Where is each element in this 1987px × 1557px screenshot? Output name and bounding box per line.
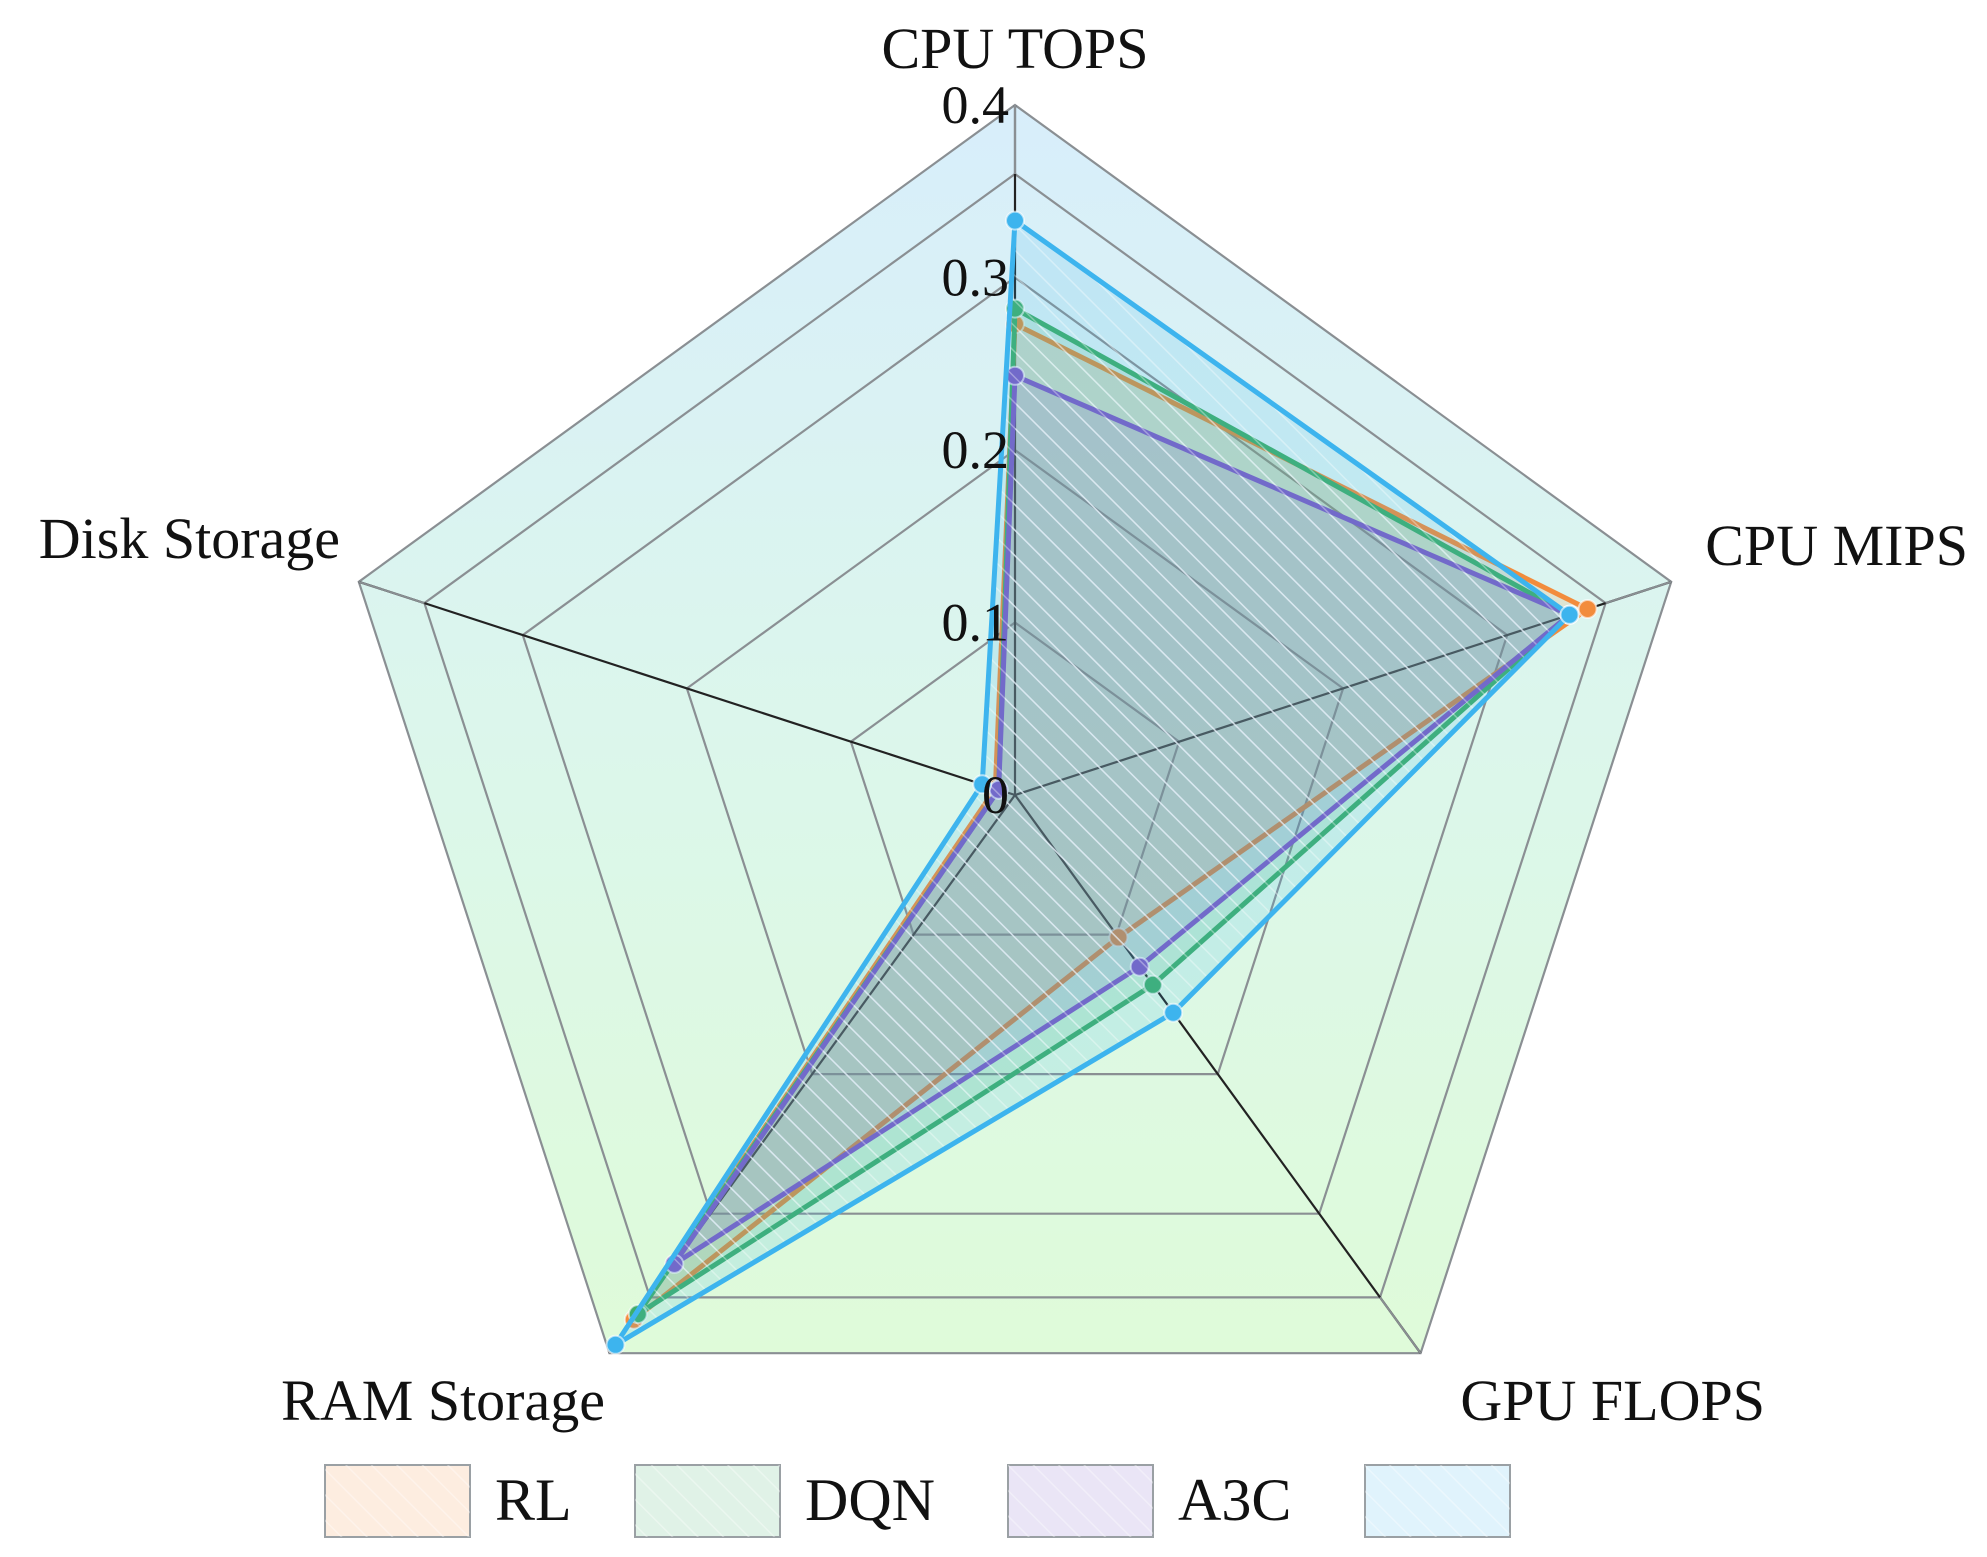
tick-label-4: 0.4 xyxy=(942,75,1010,135)
series-4-point-cpu-tops xyxy=(1005,210,1025,231)
axis-spoke-disk-storage xyxy=(358,580,1016,797)
grid-ring-inner xyxy=(423,172,1607,1299)
series-4-hatch xyxy=(615,220,1570,1345)
series-4-point-gpu-flops xyxy=(1163,1002,1184,1023)
series-4-point-disk-storage xyxy=(972,774,993,795)
series-4-line xyxy=(613,218,1572,1348)
grid-connector-4 xyxy=(358,580,425,605)
tick-label-1: 0.1 xyxy=(942,593,1010,653)
grid-connector-2 xyxy=(1379,1296,1422,1354)
legend-item-dqn-swatch-hatch xyxy=(635,1465,780,1537)
legend-item-rl-label: RL xyxy=(495,1467,572,1533)
series-4-point-ram-storage xyxy=(605,1334,626,1355)
grid-connector-1 xyxy=(1605,580,1672,605)
legend-item-a3c-swatch-hatch xyxy=(1008,1465,1153,1537)
axis-label-disk-storage: Disk Storage xyxy=(39,506,340,571)
axis-label-gpu-flops: GPU FLOPS xyxy=(1460,1368,1765,1433)
axis-label-ram-storage: RAM Storage xyxy=(281,1368,605,1433)
legend-item-rl-swatch-hatch xyxy=(325,1465,470,1537)
tick-label-2: 0.2 xyxy=(942,420,1010,480)
axis-label-cpu-mips: CPU MIPS xyxy=(1705,513,1968,578)
series-4-point-cpu-mips xyxy=(1559,604,1580,625)
tick-label-3: 0.3 xyxy=(942,248,1010,308)
grid-ring-4 xyxy=(357,103,1673,1355)
legend-item-dqn-label: DQN xyxy=(805,1467,935,1533)
tick-label-0: 0 xyxy=(982,765,1009,825)
legend: RL DQN A3C xyxy=(324,1464,1511,1538)
series-rl-point-cpu-mips xyxy=(1577,599,1598,619)
legend-item-a3c-label: A3C xyxy=(1178,1467,1291,1533)
radar-series xyxy=(605,210,1598,1355)
legend-item-4-swatch-hatch xyxy=(1365,1465,1510,1537)
axis-label-cpu-tops: CPU TOPS xyxy=(881,16,1148,81)
